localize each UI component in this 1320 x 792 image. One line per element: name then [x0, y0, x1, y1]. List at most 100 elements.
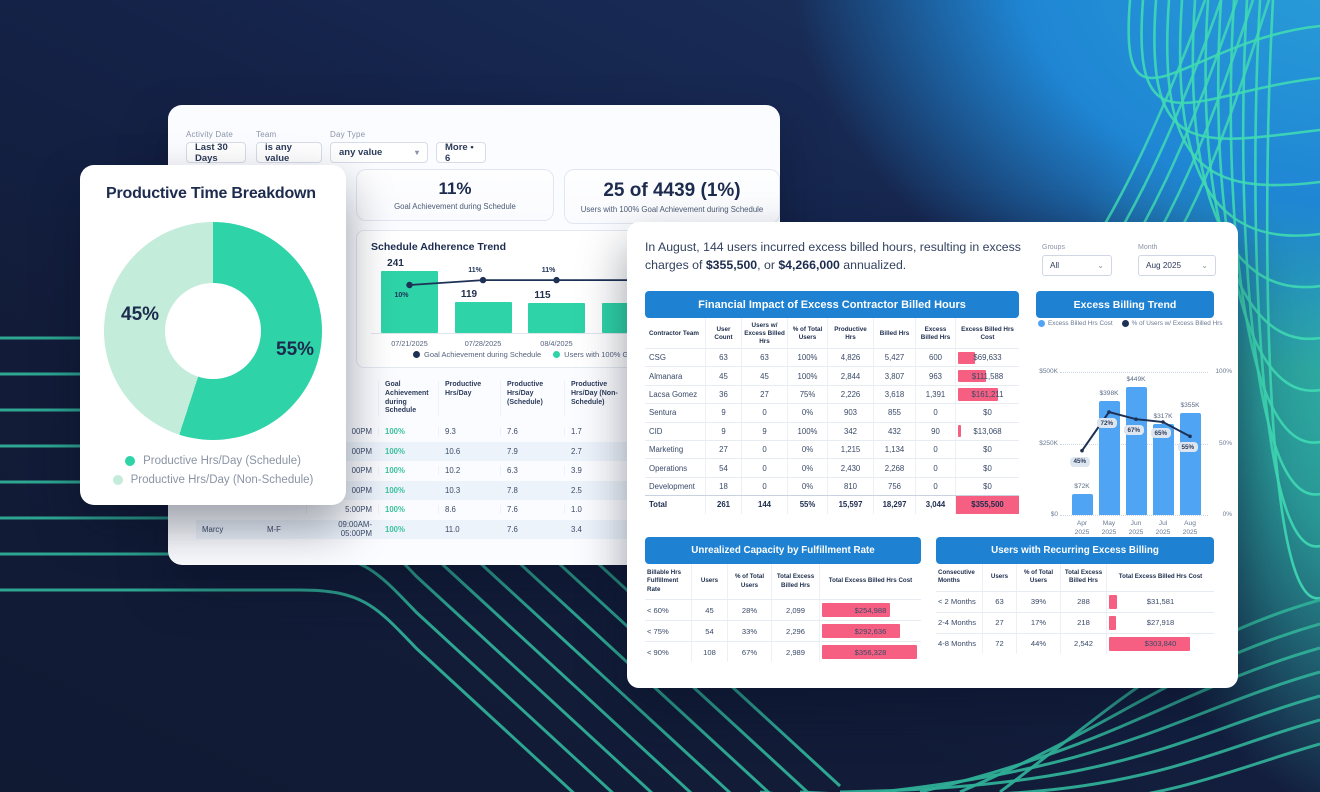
productive-time-card: Productive Time Breakdown 45% 55% Produc… [80, 165, 346, 505]
cell: 2-4 Months [938, 618, 976, 628]
cell: 100% [378, 505, 438, 515]
filter-value: is any value [265, 141, 292, 164]
filter-team: Team is any value [256, 130, 322, 164]
cell: 3,618 [873, 385, 915, 404]
cell: 5:00PM [306, 505, 378, 515]
chevron-down-icon: ⌄ [1097, 261, 1104, 270]
kpi-value: 11% [438, 179, 472, 198]
cost-value: $0 [983, 463, 992, 473]
header-cell: User Count [705, 318, 741, 351]
cell: Marcy [202, 524, 224, 534]
cell: < 2 Months [938, 597, 976, 607]
pct-chip: 65% [1151, 428, 1171, 439]
cell: 6.3 [500, 466, 564, 476]
financial-table-body: CSG 63 63 100% 4,826 5,427 600 $69,633 Almanara 4… [645, 348, 1019, 514]
cell: 963 [915, 367, 955, 385]
cell: 18,297 [873, 496, 915, 514]
chevron-down-icon: ⌄ [1201, 261, 1208, 270]
cell: Almanara [649, 371, 683, 381]
cell: 3.4 [564, 524, 640, 534]
cell: 4,826 [827, 349, 873, 367]
legend-dot [1121, 320, 1129, 327]
month: Jul [1158, 520, 1168, 527]
header-cell: Productive Hrs/Day [438, 381, 500, 416]
wave-line [1140, 0, 1320, 105]
cell: 100% [378, 427, 438, 437]
header-cell: Billable Hrs Fulfillment Rate [647, 569, 682, 593]
cell: 1,391 [915, 385, 955, 404]
more-filters-button[interactable]: More • 6 [436, 142, 486, 164]
cost-bar [958, 369, 986, 383]
cost-bar [822, 645, 917, 660]
cost-bar [1109, 594, 1117, 609]
table-row: Operations 54 0 0% 2,430 2,268 0 $0 [645, 458, 1019, 477]
cost-cell: $355,500 [955, 496, 1019, 514]
trend-bar [381, 271, 438, 333]
cost-cell: $356,328 [819, 642, 921, 663]
year: 2025 [1182, 528, 1198, 536]
cell: 10.6 [438, 446, 500, 456]
x-axis-label: Jun 2025 [1129, 520, 1144, 537]
table-row: Marketing 27 0 0% 1,215 1,134 0 $0 [645, 439, 1019, 459]
cell: 90 [915, 422, 955, 440]
cell: 0 [741, 459, 787, 477]
wave-line [1254, 0, 1320, 548]
legend-label: Users with 100% Goal [564, 350, 639, 359]
table-row: 2-4 Months 27 17% 218 $27,918 [936, 611, 1214, 633]
bar-value-label: $317K [1153, 413, 1173, 420]
chevron-down-icon: ▾ [414, 148, 419, 157]
cell: 0 [741, 404, 787, 422]
filter-label: Activity Date [186, 130, 234, 139]
cell: 600 [915, 349, 955, 367]
legend-dot [553, 351, 561, 358]
cell: 108 [691, 642, 727, 663]
financial-table-header: Contractor Team User Count Users w/ Excess… [645, 318, 1019, 351]
cost-bar [958, 351, 975, 364]
month: Jun [1130, 520, 1142, 527]
cost-value: $31,581 [1146, 597, 1175, 607]
cell: 1.0 [564, 505, 640, 515]
trend-pct-label: 10% [394, 292, 409, 299]
month-select[interactable]: Aug 2025 ⌄ [1138, 255, 1216, 276]
x-axis-label: 07/28/2025 [464, 339, 502, 348]
cell: 9.3 [438, 427, 500, 437]
groups-select[interactable]: All ⌄ [1042, 255, 1112, 276]
month: Apr [1076, 520, 1088, 527]
filter-day-type-box[interactable]: any value ▾ [330, 142, 428, 163]
billing-bar [1179, 413, 1201, 515]
cell: 100% [378, 446, 438, 456]
select-label: Groups [1042, 244, 1065, 251]
filter-team-box[interactable]: is any value [256, 141, 322, 164]
cell: 144 [741, 496, 787, 514]
wave-line [800, 718, 1320, 792]
legend-dot [112, 475, 123, 485]
productive-time-donut-chart [104, 222, 322, 440]
filter-activity-date-box[interactable]: Last 30 Days [186, 142, 246, 164]
cell: 4-8 Months [938, 639, 976, 649]
donut-hole [165, 283, 261, 379]
y-axis-label-right: 50% [1218, 439, 1232, 447]
cell: 2,226 [827, 385, 873, 404]
table-row: Marcy M-F 09:00AM-05:00PM 100% 11.0 7.6 3.4 [196, 519, 666, 539]
header-cell: Users [691, 564, 727, 600]
schedule-table-header: Goal Achievement during Schedule Producti… [196, 381, 666, 416]
cell: 75% [787, 385, 827, 404]
donut-label-45: 45% [121, 304, 160, 325]
billing-dashboard-card: In August, 144 users incurred excess bil… [627, 222, 1238, 688]
cell: 09:00AM-05:00PM [306, 520, 378, 539]
cell: 100% [378, 485, 438, 495]
cell: 9 [705, 422, 741, 440]
year: 2025 [1128, 528, 1144, 536]
wave-line [1229, 0, 1320, 444]
billing-legend: Excess Billed Hrs Cost % of Users w/ Exce… [1038, 320, 1223, 327]
cell: 0% [787, 404, 827, 422]
panel-header: Unrealized Capacity by Fulfillment Rate [645, 537, 921, 564]
trend-bar [528, 303, 585, 333]
cell: 72 [982, 633, 1016, 654]
excess-billing-trend-chart: Excess Billed Hrs Cost % of Users w/ Exce… [1036, 318, 1232, 536]
cell: 7.6 [500, 505, 564, 515]
cost-cell: $13,068 [955, 422, 1019, 440]
cell: Sentura [649, 408, 677, 418]
table-row: Almanara 45 45 100% 2,844 3,807 963 $111,588 [645, 366, 1019, 385]
recurring-table-header: Consecutive Months Users% of Total Users T… [936, 564, 1214, 591]
